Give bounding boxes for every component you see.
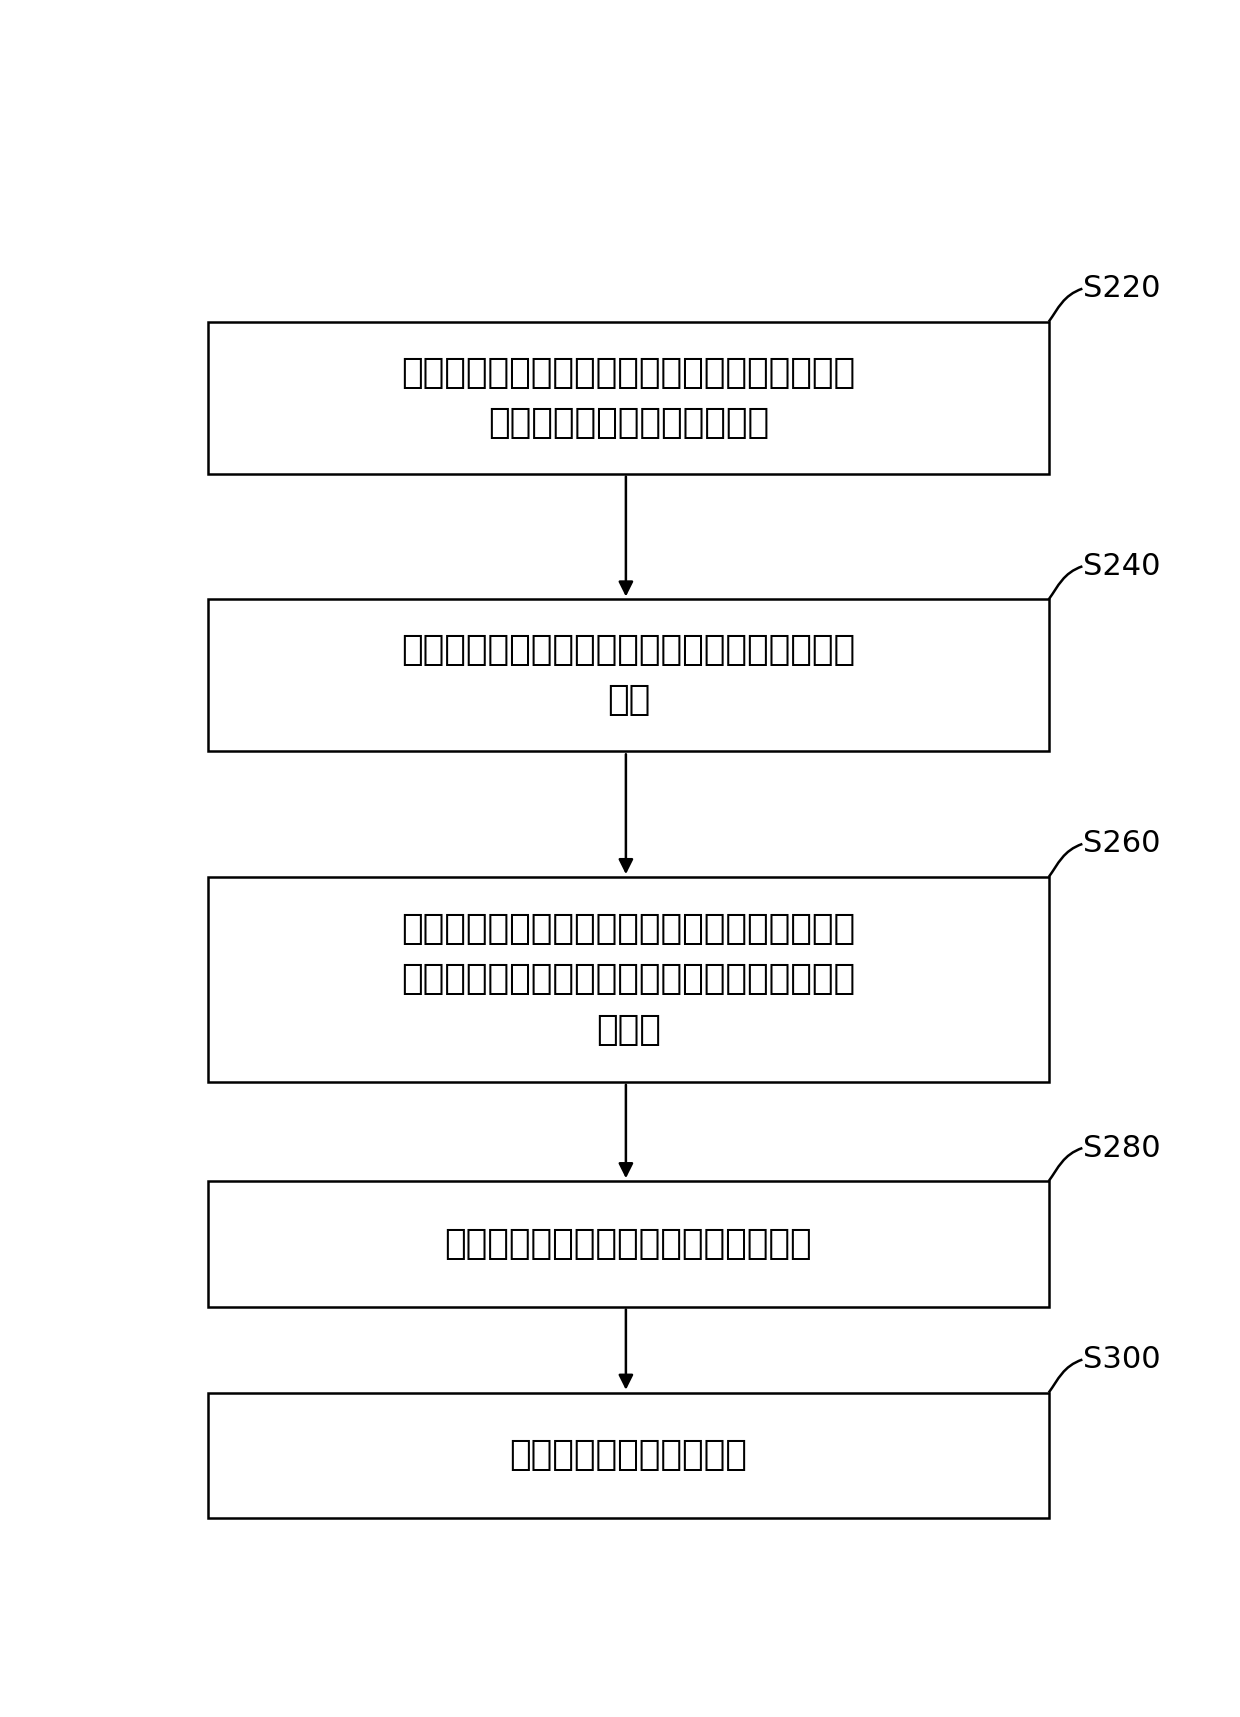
Text: 根据自动售货机的货道属性、待上架产品的产品
信息及数量信息进行分析，确定待上架产品的售
卖货道: 根据自动售货机的货道属性、待上架产品的产品 信息及数量信息进行分析，确定待上架产… xyxy=(402,912,856,1047)
Text: 根据待上架产品的售卖货道生成补货单: 根据待上架产品的售卖货道生成补货单 xyxy=(444,1228,812,1260)
Bar xyxy=(208,877,1049,1082)
Text: S260: S260 xyxy=(1084,829,1161,858)
Bar xyxy=(208,599,1049,752)
Bar xyxy=(208,321,1049,474)
Text: S300: S300 xyxy=(1084,1344,1161,1374)
Bar xyxy=(208,1181,1049,1307)
Text: 向补货员终端反馈补货单: 向补货员终端反馈补货单 xyxy=(510,1439,748,1473)
Bar xyxy=(208,1392,1049,1518)
Text: 根据自动售货机的标识，获取自动售货机的货道
属性: 根据自动售货机的标识，获取自动售货机的货道 属性 xyxy=(402,634,856,718)
Text: S240: S240 xyxy=(1084,551,1161,580)
Text: S220: S220 xyxy=(1084,275,1161,304)
Text: S280: S280 xyxy=(1084,1133,1161,1162)
Text: 接收补货员终端发送的自动售货机的标识、待上
架产品的产品信息及数量信息: 接收补货员终端发送的自动售货机的标识、待上 架产品的产品信息及数量信息 xyxy=(402,355,856,440)
